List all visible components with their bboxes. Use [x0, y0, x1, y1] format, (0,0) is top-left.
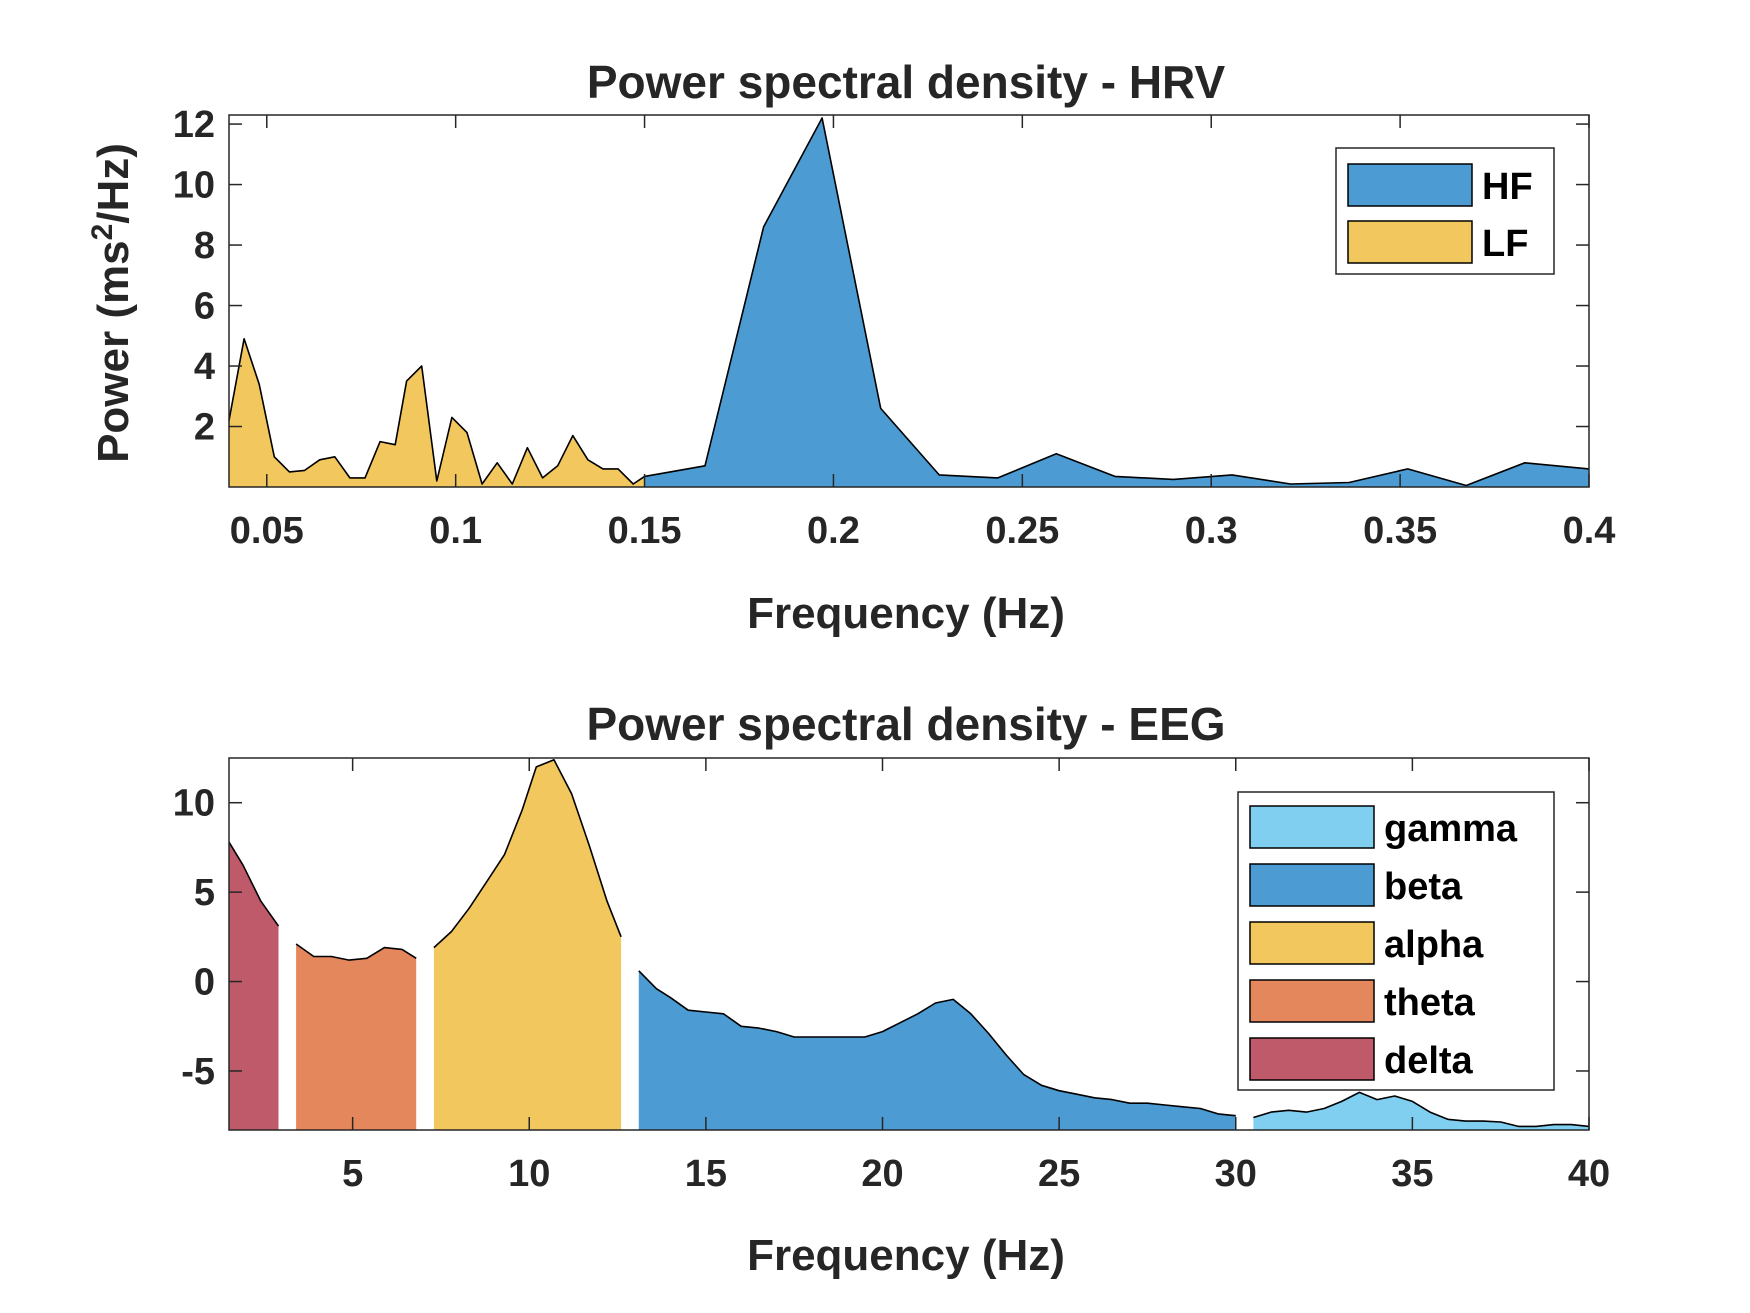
- hrv-legend-swatch-hf: [1347, 163, 1473, 207]
- eeg-line-theta: [295, 943, 417, 961]
- eeg-y-axis: -5 0 5 10: [173, 783, 1589, 1093]
- hrv-y-tick-label: 8: [194, 225, 215, 267]
- eeg-line-gamma: [1253, 1091, 1590, 1128]
- hrv-line-lf: [228, 338, 646, 485]
- hrv-axes-box: [228, 114, 1590, 488]
- eeg-x-tick-label: 10: [508, 1153, 550, 1195]
- eeg-axes-box: [228, 757, 1590, 1131]
- eeg-y-tick-label: -5: [181, 1051, 215, 1093]
- eeg-legend-label-beta: beta: [1384, 866, 1463, 908]
- eeg-y-tick-label: 5: [194, 872, 215, 914]
- eeg-area-delta: [229, 842, 279, 1130]
- hrv-chart: Power spectral density - HRV 0.05 0.1 0.15…: [86, 56, 1615, 638]
- hrv-y-tick-label: 2: [194, 407, 215, 449]
- eeg-x-tick-label: 30: [1215, 1153, 1257, 1195]
- hrv-x-axis-label: Frequency (Hz): [747, 589, 1065, 638]
- hrv-x-tick-label: 0.35: [1363, 510, 1437, 552]
- hrv-y-tick-label: 4: [194, 346, 215, 388]
- eeg-chart: Power spectral density - EEG 5 10 15 20 25 30…: [173, 698, 1610, 1280]
- hrv-x-tick-label: 0.4: [1563, 510, 1616, 552]
- eeg-legend-swatch-alpha: [1249, 921, 1375, 965]
- hrv-y-tick-label: 10: [173, 165, 215, 207]
- eeg-x-tick-label: 15: [685, 1153, 727, 1195]
- eeg-x-tick-label: 25: [1038, 1153, 1080, 1195]
- eeg-legend-swatch-gamma: [1249, 805, 1375, 849]
- hrv-legend: HF LF: [1335, 147, 1555, 275]
- hrv-y-axis-label-tail: /Hz): [89, 143, 138, 224]
- hrv-area-series: [228, 117, 1590, 487]
- eeg-x-axis-label: Frequency (Hz): [747, 1231, 1065, 1280]
- eeg-area-beta: [638, 970, 1236, 1130]
- eeg-legend-label-alpha: alpha: [1384, 924, 1484, 966]
- eeg-y-tick-label: 10: [173, 783, 215, 825]
- hrv-x-tick-label: 0.05: [230, 510, 304, 552]
- eeg-chart-title: Power spectral density - EEG: [586, 698, 1225, 750]
- hrv-area-lf: [229, 338, 645, 487]
- eeg-area-alpha: [433, 759, 622, 1130]
- eeg-line-beta: [638, 970, 1236, 1117]
- hrv-legend-swatch-lf: [1347, 220, 1473, 264]
- eeg-legend-swatch-theta: [1249, 979, 1375, 1023]
- eeg-legend: gamma beta alpha theta delta: [1237, 791, 1555, 1091]
- hrv-x-tick-label: 0.15: [608, 510, 682, 552]
- hrv-y-axis-label-base: Power (ms: [89, 240, 138, 463]
- eeg-legend-swatch-beta: [1249, 863, 1375, 907]
- eeg-x-tick-label: 40: [1568, 1153, 1610, 1195]
- eeg-x-tick-label: 5: [342, 1153, 363, 1195]
- eeg-area-series: [228, 759, 1590, 1130]
- hrv-chart-title: Power spectral density - HRV: [587, 56, 1226, 108]
- eeg-area-gamma: [1253, 1092, 1589, 1130]
- hrv-legend-label-lf: LF: [1482, 223, 1528, 265]
- hrv-line-hf: [644, 117, 1590, 487]
- eeg-x-axis: 5 10 15 20 25 30 35 40: [342, 758, 1610, 1195]
- eeg-x-tick-label: 35: [1391, 1153, 1433, 1195]
- hrv-y-axis-label: Power (ms2/Hz): [86, 143, 138, 463]
- hrv-x-tick-label: 0.1: [429, 510, 482, 552]
- eeg-legend-label-theta: theta: [1384, 982, 1476, 1024]
- eeg-legend-label-gamma: gamma: [1384, 808, 1518, 850]
- hrv-y-axis: 2 4 6 8 10 12: [173, 104, 1589, 449]
- hrv-x-axis: 0.05 0.1 0.15 0.2 0.25 0.3 0.35 0.4: [230, 115, 1616, 552]
- hrv-x-tick-label: 0.2: [807, 510, 860, 552]
- hrv-x-tick-label: 0.25: [985, 510, 1059, 552]
- hrv-legend-label-hf: HF: [1482, 166, 1533, 208]
- eeg-line-delta: [228, 841, 280, 927]
- hrv-y-tick-label: 12: [173, 104, 215, 146]
- eeg-line-alpha: [433, 759, 622, 949]
- eeg-y-tick-label: 0: [194, 962, 215, 1004]
- eeg-area-theta: [296, 944, 417, 1130]
- hrv-area-hf: [644, 118, 1589, 487]
- eeg-legend-label-delta: delta: [1384, 1040, 1474, 1082]
- hrv-y-tick-label: 6: [194, 286, 215, 328]
- eeg-legend-swatch-delta: [1249, 1037, 1375, 1081]
- hrv-y-axis-label-superscript: 2: [86, 224, 119, 241]
- hrv-x-tick-label: 0.3: [1185, 510, 1238, 552]
- eeg-x-tick-label: 20: [861, 1153, 903, 1195]
